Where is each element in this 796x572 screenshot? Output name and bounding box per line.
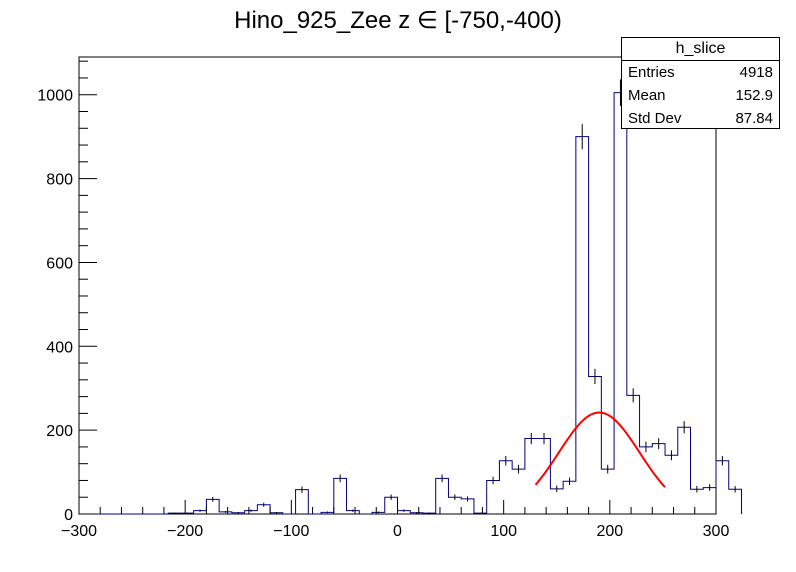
stats-row-mean: Mean 152.9	[622, 84, 779, 107]
y-tick-label-0: 0	[64, 507, 73, 524]
x-tick-label--300: −300	[61, 523, 97, 540]
y-tick-label-800: 800	[46, 172, 73, 189]
stats-row-std: Std Dev 87.84	[622, 107, 779, 130]
x-tick-label-200: 200	[596, 523, 623, 540]
stats-mean-value: 152.9	[735, 87, 773, 104]
stats-mean-label: Mean	[628, 87, 666, 104]
stats-std-value: 87.84	[735, 110, 773, 127]
stats-box: h_slice Entries 4918 Mean 152.9 Std Dev …	[621, 37, 780, 129]
y-tick-label-1000: 1000	[37, 88, 73, 105]
x-tick-label--200: −200	[167, 523, 203, 540]
stats-std-label: Std Dev	[628, 110, 682, 127]
x-tick-label-300: 300	[703, 523, 730, 540]
y-tick-label-200: 200	[46, 423, 73, 440]
histogram-outline	[79, 92, 742, 515]
y-tick-label-600: 600	[46, 255, 73, 272]
stats-row-entries: Entries 4918	[622, 61, 779, 84]
x-tick-label-0: 0	[393, 523, 402, 540]
stats-histogram-name: h_slice	[622, 38, 779, 61]
chart-title: Hino_925_Zee z ∈ [-750,-400)	[234, 7, 562, 34]
stats-entries-label: Entries	[628, 64, 675, 81]
fit-curve	[534, 411, 666, 488]
y-tick-label-400: 400	[46, 339, 73, 356]
stats-entries-value: 4918	[739, 64, 773, 81]
x-tick-label-100: 100	[490, 523, 517, 540]
x-tick-label--100: −100	[273, 523, 309, 540]
